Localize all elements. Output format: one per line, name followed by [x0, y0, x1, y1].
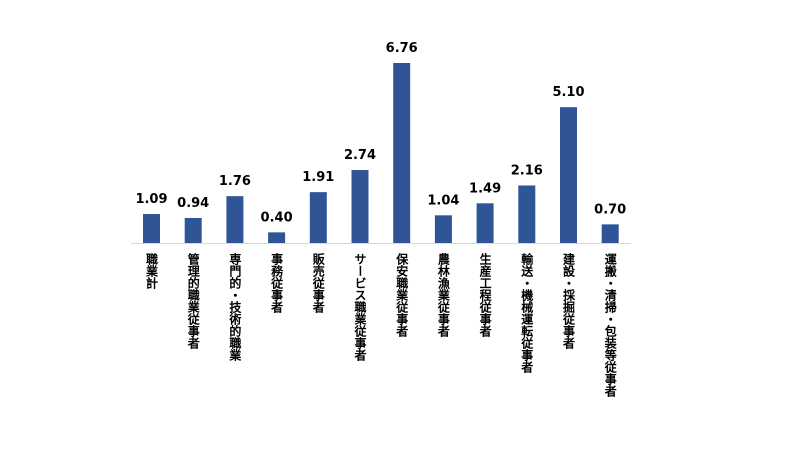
value-label-10: 5.10 [552, 85, 584, 100]
bar-11 [601, 224, 619, 243]
category-label-7: 農林漁業従事者 [436, 252, 450, 338]
bar-2 [226, 196, 244, 243]
category-label-2: 専門的・技術的職業 [228, 252, 242, 362]
value-label-9: 2.16 [511, 163, 543, 178]
bar-9 [518, 185, 536, 243]
bars-group [143, 63, 619, 243]
bar-4 [309, 192, 327, 243]
bar-10 [560, 107, 577, 243]
bar-5 [351, 170, 369, 243]
bar-6 [393, 63, 411, 243]
value-label-3: 0.40 [261, 210, 293, 225]
category-label-10: 建設・採掘従事者 [562, 252, 576, 350]
value-label-2: 1.76 [219, 174, 251, 189]
value-label-0: 1.09 [135, 192, 167, 207]
bar-7 [434, 215, 452, 243]
category-label-11: 運搬・清掃・包装等従事者 [603, 253, 617, 398]
bar-3 [268, 232, 286, 243]
value-label-7: 1.04 [427, 193, 459, 208]
value-label-8: 1.49 [469, 181, 501, 196]
value-label-6: 6.76 [386, 41, 418, 56]
category-label-3: 事務従事者 [270, 252, 284, 314]
value-label-1: 0.94 [177, 196, 209, 211]
value-labels-group: 1.09 0.94 1.76 0.40 1.91 2.74 6.76 1.04 1.49 2.16… [135, 41, 626, 225]
value-label-4: 1.91 [302, 170, 334, 185]
category-labels-group: 職業計 管理的職業従事者 専門的・技術的職業 事務従事者 販売従事者 サービス職業従事者 保… [145, 252, 618, 398]
value-label-5: 2.74 [344, 148, 376, 163]
bar-1 [184, 217, 202, 243]
category-label-9: 輸送・機械運転従事者 [520, 252, 534, 374]
value-label-11: 0.70 [594, 202, 626, 217]
category-label-4: 販売従事者 [311, 252, 325, 314]
category-label-5: サービス職業従事者 [353, 253, 367, 362]
bar-8 [476, 203, 494, 243]
category-label-8: 生産工程従事者 [478, 252, 492, 338]
category-label-0: 職業計 [145, 252, 159, 290]
category-label-1: 管理的職業従事者 [186, 252, 200, 350]
bar-0 [143, 213, 160, 243]
category-label-6: 保安職業従事者 [395, 252, 409, 338]
